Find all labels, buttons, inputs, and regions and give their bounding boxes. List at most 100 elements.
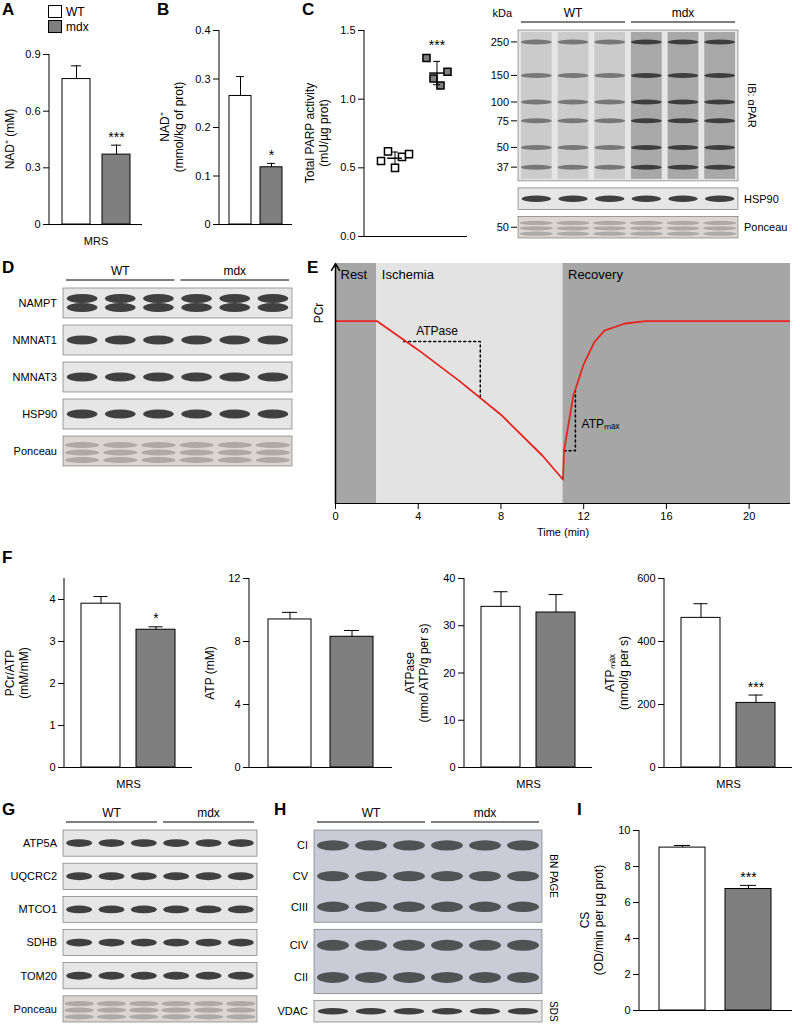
svg-text:NMNAT3: NMNAT3 — [13, 371, 57, 383]
svg-text:SDS: SDS — [548, 1001, 559, 1022]
svg-text:Rest: Rest — [341, 267, 368, 282]
svg-text:200: 200 — [637, 698, 655, 710]
svg-text:0.5: 0.5 — [340, 161, 355, 173]
svg-text:3: 3 — [49, 635, 55, 647]
svg-text:VDAC: VDAC — [277, 1005, 308, 1017]
svg-text:4: 4 — [234, 698, 240, 710]
svg-text:WT: WT — [564, 6, 583, 20]
svg-text:UQCRC2: UQCRC2 — [11, 870, 57, 882]
svg-text:mdx: mdx — [197, 806, 220, 820]
svg-text:600: 600 — [637, 572, 655, 584]
svg-text:HSP90: HSP90 — [22, 408, 57, 420]
svg-text:4: 4 — [49, 593, 55, 605]
svg-text:MRS: MRS — [516, 778, 540, 790]
svg-text:2: 2 — [624, 968, 630, 980]
svg-text:*: * — [153, 610, 159, 626]
svg-text:CIV: CIV — [290, 939, 309, 951]
svg-text:Ischemia: Ischemia — [382, 267, 435, 282]
svg-text:MRS: MRS — [84, 235, 108, 247]
svg-text:Ponceau: Ponceau — [14, 1003, 57, 1015]
svg-text:0.3: 0.3 — [195, 73, 210, 85]
svg-text:0: 0 — [649, 761, 655, 773]
svg-text:***: *** — [429, 37, 446, 53]
svg-text:*: * — [269, 147, 275, 163]
svg-text:0.0: 0.0 — [340, 230, 355, 242]
svg-text:ATP5A: ATP5A — [23, 837, 58, 849]
svg-text:IB: αPAR: IB: αPAR — [746, 83, 758, 128]
svg-text:BN PAGE: BN PAGE — [548, 854, 559, 898]
svg-text:mdx: mdx — [223, 264, 246, 278]
svg-text:MRS: MRS — [116, 778, 140, 790]
html-text:Total PARP activity (mU/µg pro: Total PARP activity (mU/µg prot) — [303, 82, 331, 184]
svg-text:16: 16 — [660, 510, 672, 522]
svg-text:0.9: 0.9 — [25, 48, 40, 60]
svg-text:SDHB: SDHB — [26, 936, 57, 948]
svg-text:12: 12 — [578, 510, 590, 522]
svg-text:0.3: 0.3 — [25, 161, 40, 173]
svg-text:10: 10 — [618, 824, 630, 836]
svg-text:6: 6 — [624, 896, 630, 908]
svg-text:CV: CV — [293, 870, 309, 882]
svg-text:1: 1 — [49, 719, 55, 731]
svg-text:4: 4 — [624, 932, 630, 944]
html-text:PCr/ATP (mM/mM): PCr/ATP (mM/mM) — [3, 646, 31, 699]
html-text:NAD⁺ (mmol/kg of prot): NAD⁺ (mmol/kg of prot) — [158, 81, 186, 173]
svg-text:8: 8 — [624, 860, 630, 872]
svg-text:NAMPT: NAMPT — [19, 297, 58, 309]
svg-text:4: 4 — [415, 510, 421, 522]
svg-text:0: 0 — [204, 218, 210, 230]
svg-text:10: 10 — [443, 714, 455, 726]
svg-text:MRS: MRS — [716, 778, 740, 790]
svg-text:400: 400 — [637, 635, 655, 647]
svg-text:MTCO1: MTCO1 — [19, 903, 58, 915]
svg-text:0.2: 0.2 — [195, 121, 210, 133]
svg-text:2: 2 — [49, 677, 55, 689]
svg-text:0.6: 0.6 — [25, 105, 40, 117]
svg-text:HSP90: HSP90 — [744, 193, 779, 205]
svg-text:***: *** — [108, 129, 125, 145]
svg-text:TOM20: TOM20 — [21, 970, 57, 982]
svg-text:Ponceau: Ponceau — [14, 445, 57, 457]
svg-text:75: 75 — [497, 115, 509, 127]
svg-text:0: 0 — [234, 761, 240, 773]
svg-text:8: 8 — [234, 635, 240, 647]
svg-text:1.5: 1.5 — [340, 24, 355, 36]
svg-text:0: 0 — [624, 1004, 630, 1016]
svg-text:***: *** — [740, 869, 757, 885]
svg-text:kDa: kDa — [492, 7, 512, 19]
svg-text:150: 150 — [491, 69, 509, 81]
svg-text:mdx: mdx — [474, 806, 497, 820]
svg-text:Ponceau: Ponceau — [744, 221, 787, 233]
svg-text:0.4: 0.4 — [195, 24, 210, 36]
svg-text:***: *** — [748, 679, 765, 695]
svg-text:30: 30 — [443, 619, 455, 631]
svg-text:Time (min): Time (min) — [537, 526, 589, 538]
svg-text:0: 0 — [332, 510, 338, 522]
svg-text:1.0: 1.0 — [340, 93, 355, 105]
svg-text:NMNAT1: NMNAT1 — [13, 334, 57, 346]
svg-text:50: 50 — [497, 221, 509, 233]
svg-text:100: 100 — [491, 96, 509, 108]
svg-text:8: 8 — [498, 510, 504, 522]
svg-text:250: 250 — [491, 36, 509, 48]
svg-text:WT: WT — [102, 806, 121, 820]
svg-text:0: 0 — [449, 761, 455, 773]
svg-text:37: 37 — [497, 161, 509, 173]
svg-text:50: 50 — [497, 141, 509, 153]
svg-text:20: 20 — [743, 510, 755, 522]
svg-text:ATPase: ATPase — [416, 324, 458, 338]
svg-text:CIII: CIII — [291, 901, 308, 913]
svg-text:CII: CII — [294, 971, 308, 983]
svg-text:12: 12 — [228, 572, 240, 584]
svg-text:0: 0 — [34, 218, 40, 230]
svg-text:ATPₘₐₓ: ATPₘₐₓ — [582, 417, 620, 431]
svg-text:WT: WT — [111, 264, 130, 278]
svg-text:40: 40 — [443, 572, 455, 584]
svg-text:CI: CI — [297, 839, 308, 851]
svg-text:WT: WT — [362, 806, 381, 820]
svg-text:Recovery: Recovery — [568, 267, 623, 282]
svg-text:20: 20 — [443, 667, 455, 679]
svg-text:0.1: 0.1 — [195, 170, 210, 182]
svg-text:0: 0 — [49, 761, 55, 773]
svg-text:mdx: mdx — [672, 6, 695, 20]
